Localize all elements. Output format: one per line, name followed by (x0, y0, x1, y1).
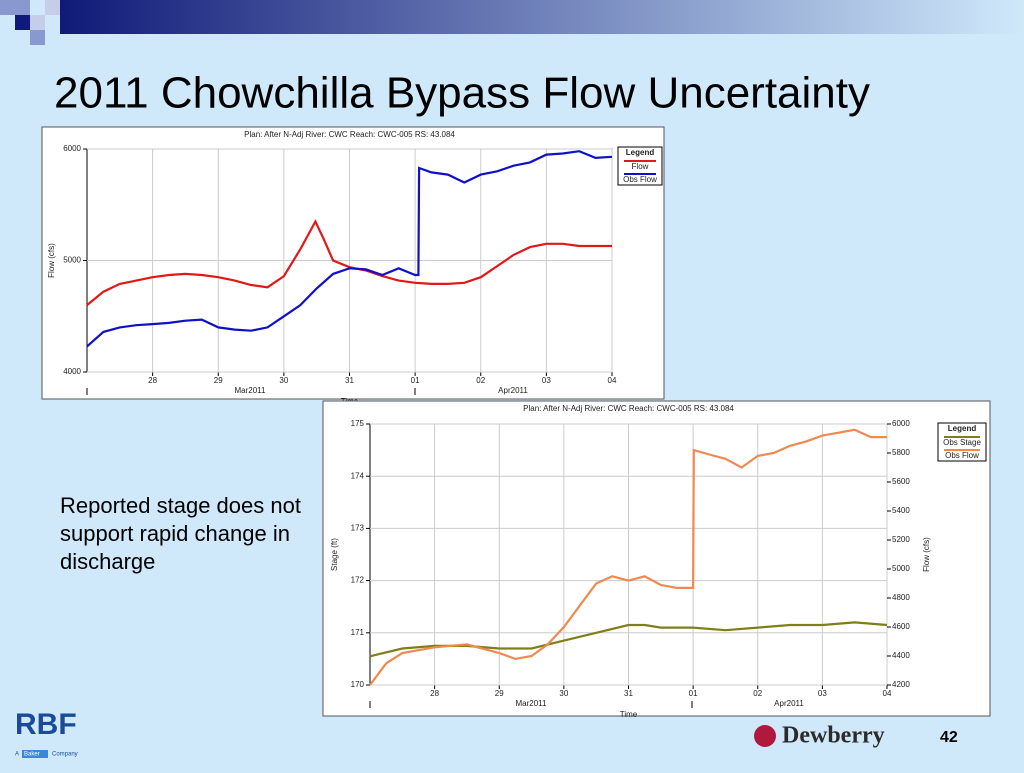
logo-sub: Company (52, 752, 78, 758)
logo-dewberry: Dewberry (782, 723, 885, 749)
y2-tick-label: 5400 (892, 506, 910, 515)
header-band (60, 0, 1024, 34)
logo-sub-box (22, 750, 48, 758)
y-axis-label: Flow (cfs) (47, 243, 56, 278)
y-tick-label: 172 (351, 576, 365, 585)
legend-box (937, 422, 987, 462)
legend-box (617, 146, 663, 186)
y2-tick-label: 5200 (892, 535, 910, 544)
y2-tick-label: 5800 (892, 448, 910, 457)
chart-title: Plan: After N-Adj River: CWC Reach: CWC-… (244, 130, 455, 139)
y2-tick-label: 5000 (892, 564, 910, 573)
x-tick-label: 02 (476, 376, 485, 385)
y-tick-label: 171 (351, 628, 365, 637)
y2-tick-label: 4600 (892, 622, 910, 631)
month-label: Mar2011 (516, 699, 548, 708)
x-tick-label: 30 (279, 376, 288, 385)
y-tick-label: 4000 (63, 367, 81, 376)
deco (45, 0, 60, 15)
y-tick-label: 173 (351, 524, 365, 533)
x-tick-label: 04 (608, 376, 617, 385)
deco (30, 30, 45, 45)
y2-tick-label: 4800 (892, 593, 910, 602)
x-tick-label: 03 (542, 376, 551, 385)
legend-label: Flow (632, 162, 649, 171)
y-tick-label: 170 (351, 680, 365, 689)
series-line (86, 150, 613, 348)
logo-sub: Baker (24, 752, 40, 758)
note: Reported stage does not support rapid ch… (60, 493, 301, 574)
x-tick-label: 01 (689, 689, 698, 698)
slide-title: 2011 Chowchilla Bypass Flow Uncertainty (54, 69, 870, 118)
note-wrap: Reported stage does not support rapid ch… (60, 493, 301, 574)
x-tick-label: 02 (753, 689, 762, 698)
logo-mark (754, 725, 776, 747)
deco (0, 0, 30, 15)
x-tick-label: 04 (883, 689, 892, 698)
series-line (369, 428, 887, 686)
legend-title: Legend (948, 424, 977, 433)
x-tick-label: 28 (430, 689, 439, 698)
y-tick-label: 174 (351, 471, 365, 480)
legend-label: Obs Flow (623, 175, 657, 184)
month-label: Apr2011 (774, 699, 804, 708)
x-tick-label: 29 (214, 376, 223, 385)
y2-tick-label: 4200 (892, 680, 910, 689)
deco (15, 15, 30, 30)
y-tick-label: 5000 (63, 256, 81, 265)
chart-title: Plan: After N-Adj River: CWC Reach: CWC-… (523, 404, 734, 413)
page-number: 42 (940, 729, 958, 746)
x-tick-label: 01 (411, 376, 420, 385)
month-label: Apr2011 (498, 386, 528, 395)
logo-rbf: RBF (15, 708, 77, 741)
x-tick-label: 28 (148, 376, 157, 385)
x-tick-label: 31 (624, 689, 633, 698)
y-tick-label: 175 (351, 419, 365, 428)
y2-axis-label: Flow (cfs) (922, 537, 931, 572)
y2-tick-label: 4400 (892, 651, 910, 660)
y-tick-label: 6000 (63, 144, 81, 153)
y-axis-label: Stage (ft) (330, 538, 339, 571)
y2-tick-label: 6000 (892, 419, 910, 428)
x-tick-label: 29 (495, 689, 504, 698)
legend-title: Legend (626, 148, 655, 157)
series-line (86, 219, 612, 306)
logo-sub: A (15, 752, 19, 758)
y2-tick-label: 5600 (892, 477, 910, 486)
month-label: Mar2011 (235, 386, 267, 395)
x-tick-label: 31 (345, 376, 354, 385)
legend-label: Obs Stage (943, 438, 981, 447)
deco (30, 15, 45, 30)
x-tick-label: 30 (559, 689, 568, 698)
x-axis-label: Time (620, 710, 638, 719)
legend-label: Obs Flow (945, 451, 979, 460)
x-tick-label: 03 (818, 689, 827, 698)
